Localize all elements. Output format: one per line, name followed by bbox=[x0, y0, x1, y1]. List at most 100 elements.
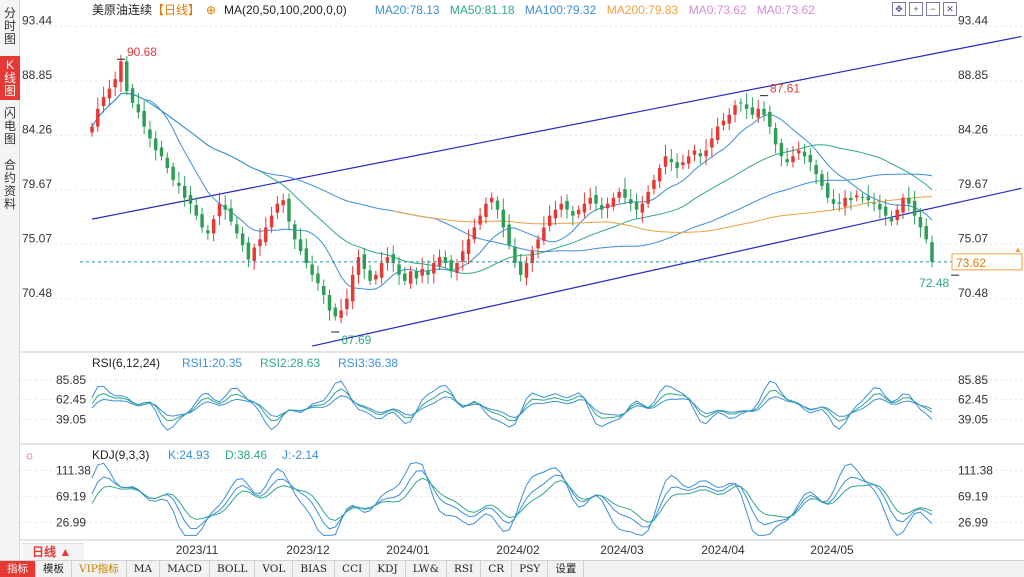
price-annotations: 73.62 ▲ 90.68 67.69 87.61 72.48 bbox=[80, 45, 1023, 347]
candle-body bbox=[785, 159, 789, 163]
candle-body bbox=[171, 166, 175, 180]
indicator-tab-boll[interactable]: BOLL bbox=[210, 561, 256, 577]
ma-line-ma100 bbox=[91, 92, 933, 253]
indicators bbox=[91, 380, 933, 537]
indicator-tab-ma[interactable]: MA bbox=[127, 561, 161, 577]
candle-body bbox=[814, 165, 818, 175]
indicator-tab-bar: 指标 模板 VIP指标 MA MACD BOLL VOL BIAS CCI KDJ LW& RSI CR… bbox=[0, 560, 1024, 577]
candle-body bbox=[901, 197, 905, 213]
annotation-label: 87.61 bbox=[770, 82, 800, 96]
indicator-tab-vip[interactable]: VIP指标 bbox=[72, 561, 127, 577]
y-tick-left: 39.05 bbox=[56, 413, 86, 427]
candle-body bbox=[153, 138, 158, 151]
indicator-tab-kdj[interactable]: KDJ bbox=[370, 561, 406, 577]
indicator-tab-rsi[interactable]: RSI bbox=[447, 561, 482, 577]
candle-body bbox=[768, 111, 772, 127]
y-tick-right: 62.45 bbox=[958, 393, 988, 407]
candle-body bbox=[211, 219, 216, 234]
candle-body bbox=[96, 108, 100, 127]
candle-body bbox=[437, 257, 442, 266]
chart-headers: 美原油连续 【日线】 ⊕ MA(20,50,100,200,0,0) MA20:78.1… bbox=[24, 2, 815, 462]
candle-body bbox=[895, 209, 899, 221]
add-indicator-icon: ⊕ bbox=[206, 3, 216, 17]
indicator-tab-psy[interactable]: PSY bbox=[512, 561, 549, 577]
indicator-tab-[interactable]: 设置 bbox=[548, 561, 585, 577]
candle-body bbox=[831, 199, 836, 204]
candle-body bbox=[542, 227, 546, 241]
candle-body bbox=[217, 203, 222, 217]
indicator-tab-cr[interactable]: CR bbox=[481, 561, 513, 577]
indicator-tab-lw[interactable]: LW& bbox=[406, 561, 447, 577]
indicator-value: K:24.93 bbox=[168, 448, 210, 462]
y-tick-left: 69.19 bbox=[56, 489, 86, 503]
indicator-tab-[interactable]: 模板 bbox=[36, 561, 72, 577]
y-tick-right: 85.85 bbox=[958, 373, 988, 387]
candle-body bbox=[287, 198, 291, 222]
candle-body bbox=[356, 257, 361, 275]
y-tick-left: 26.99 bbox=[56, 515, 86, 529]
ma-value: MA0:73.62 bbox=[689, 3, 747, 17]
candle-body bbox=[849, 197, 853, 201]
last-price-label: 73.62 bbox=[956, 256, 986, 270]
indicator-value: D:38.46 bbox=[225, 448, 267, 462]
candle-body bbox=[501, 209, 506, 228]
indicator-title: RSI(6,12,24) bbox=[92, 356, 160, 370]
x-tick-label: 2023/12 bbox=[286, 543, 330, 557]
candle-body bbox=[489, 197, 494, 203]
grid bbox=[20, 26, 1024, 541]
candle-body bbox=[860, 196, 865, 198]
candle-body bbox=[252, 247, 256, 261]
candle-body bbox=[443, 257, 448, 264]
candle-body bbox=[345, 298, 349, 310]
candle-body bbox=[686, 156, 691, 164]
indicator-value: RSI2:28.63 bbox=[260, 356, 320, 370]
indicator-tab-[interactable]: 指标 bbox=[0, 561, 36, 577]
candle-body bbox=[854, 195, 859, 198]
candle-body bbox=[229, 208, 233, 222]
candle-body bbox=[461, 251, 465, 262]
y-tick-right: 70.48 bbox=[958, 286, 988, 300]
moving-averages bbox=[91, 92, 933, 291]
sidebar-tab-3[interactable]: 合约资料 bbox=[3, 158, 16, 211]
candle-body bbox=[820, 174, 824, 186]
zoom-out-icon[interactable]: − bbox=[926, 2, 940, 16]
y-tick-right: 26.99 bbox=[958, 515, 988, 529]
last-price-box bbox=[951, 253, 1023, 271]
candle-body bbox=[681, 162, 685, 166]
indicator-tab-bias[interactable]: BIAS bbox=[293, 561, 336, 577]
candle-body bbox=[594, 194, 598, 204]
period-button[interactable]: 日线 ▲ bbox=[22, 543, 84, 560]
candle-body bbox=[721, 120, 726, 126]
zoom-in-icon[interactable]: + bbox=[909, 2, 923, 16]
indicator-line-rsi1 bbox=[91, 380, 933, 431]
candle-body bbox=[883, 206, 888, 216]
y-tick-right: 39.05 bbox=[958, 413, 988, 427]
y-tick-right: 93.44 bbox=[958, 14, 988, 28]
indicator-line-d bbox=[91, 477, 933, 524]
sidebar-tab-2[interactable]: 闪电图 bbox=[3, 106, 16, 146]
candle-body bbox=[727, 114, 731, 124]
indicator-title: KDJ(9,3,3) bbox=[92, 448, 149, 462]
x-tick-label: 2024/05 bbox=[810, 543, 854, 557]
settings-sun-icon: ☼ bbox=[24, 448, 35, 462]
candle-body bbox=[101, 96, 106, 106]
candle-body bbox=[524, 263, 529, 278]
candle-body bbox=[518, 261, 523, 275]
sidebar-tab-0[interactable]: 分时图 bbox=[3, 6, 16, 46]
close-icon[interactable]: ✕ bbox=[943, 2, 957, 16]
crosshair-icon[interactable]: ✥ bbox=[892, 2, 906, 16]
indicator-tab-cci[interactable]: CCI bbox=[335, 561, 371, 577]
candle-body bbox=[194, 205, 199, 216]
candle-body bbox=[136, 104, 141, 113]
candle-body bbox=[113, 79, 117, 88]
candle-body bbox=[791, 156, 795, 163]
candle-body bbox=[576, 209, 581, 215]
candle-body bbox=[159, 147, 164, 157]
candle-body bbox=[455, 263, 459, 273]
indicator-tab-macd[interactable]: MACD bbox=[160, 561, 210, 577]
candle-body bbox=[843, 197, 847, 207]
chart-area[interactable]: 73.62 ▲ 90.68 67.69 87.61 72.48 93.44 93.44 88.… bbox=[20, 0, 1024, 560]
indicator-tab-vol[interactable]: VOL bbox=[255, 561, 294, 577]
candle-body bbox=[449, 260, 453, 272]
